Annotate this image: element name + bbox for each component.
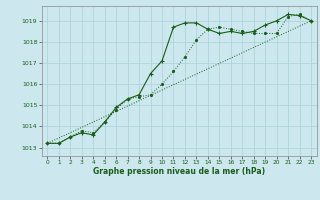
X-axis label: Graphe pression niveau de la mer (hPa): Graphe pression niveau de la mer (hPa) (93, 167, 265, 176)
